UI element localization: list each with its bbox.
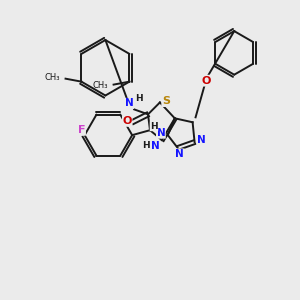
Text: O: O: [202, 76, 211, 85]
Text: N: N: [151, 141, 159, 151]
Text: N: N: [125, 98, 134, 108]
Text: O: O: [122, 116, 132, 126]
Text: N: N: [197, 135, 206, 145]
Text: CH₃: CH₃: [44, 73, 60, 82]
Text: H: H: [135, 94, 143, 103]
Text: H: H: [150, 122, 158, 131]
Text: H: H: [142, 140, 150, 149]
Text: S: S: [162, 97, 170, 106]
Text: N: N: [157, 128, 165, 138]
Text: N: N: [175, 149, 184, 159]
Text: F: F: [78, 125, 85, 135]
Text: CH₃: CH₃: [92, 81, 108, 90]
